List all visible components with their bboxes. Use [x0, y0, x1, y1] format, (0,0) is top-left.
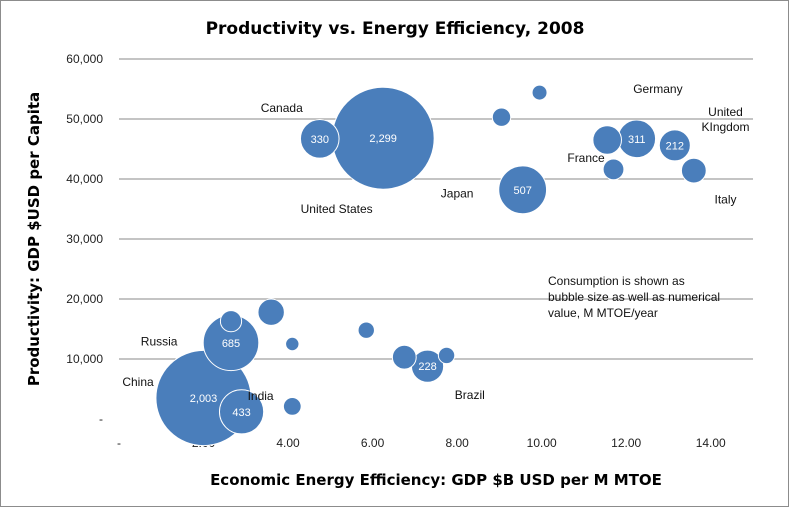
y-tick-label: 20,000 [66, 292, 103, 306]
y-tick-label: 10,000 [66, 352, 103, 366]
bubble [531, 84, 548, 101]
x-axis-title: Economic Energy Efficiency: GDP $B USD p… [210, 471, 662, 489]
country-label: Japan [441, 186, 474, 200]
bubble-value-label: 330 [311, 134, 329, 146]
bubble-value-label: 212 [666, 140, 684, 152]
x-tick-label: 10.00 [527, 436, 557, 450]
bubble [357, 321, 375, 339]
bubble [498, 165, 548, 215]
bubble [437, 346, 456, 365]
bubble [218, 389, 265, 435]
country-label: India [248, 389, 274, 403]
bubble [680, 157, 707, 184]
x-tick-label: 12.00 [611, 436, 641, 450]
bubble [219, 310, 243, 333]
y-tick-label: 40,000 [66, 172, 103, 186]
y-tick-labels: - 10,000 20,000 30,000 40,000 50,000 60,000 [66, 52, 103, 426]
x-tick-label: 4.00 [276, 436, 300, 450]
x-tick-label: 8.00 [445, 436, 469, 450]
bubble-value-label: 228 [418, 361, 436, 373]
y-axis-title: Productivity: GDP $USD per Capita [25, 92, 43, 386]
x-tick-label: 14.00 [696, 436, 726, 450]
bubble [602, 158, 625, 181]
country-label: France [567, 151, 605, 165]
country-label: Brazil [455, 388, 485, 402]
bubble [658, 129, 691, 162]
bubbles: 2,299 2,003 685 507 433 330 311 228 212 [155, 84, 707, 447]
country-label: China [122, 375, 154, 389]
country-label: United States [301, 202, 373, 216]
bubble [282, 397, 302, 416]
bubble [299, 119, 340, 159]
bubble-value-label: 507 [513, 185, 531, 197]
chart-title: Productivity vs. Energy Efficiency, 2008 [206, 19, 585, 39]
country-label: Russia [141, 335, 178, 349]
country-label: Canada [261, 101, 303, 115]
bubble [285, 336, 300, 352]
x-tick-label: - [117, 436, 121, 450]
bubble [491, 107, 512, 127]
bubble-value-label: 685 [222, 338, 240, 350]
x-tick-label: 6.00 [361, 436, 385, 450]
country-label: KIngdom [702, 120, 750, 134]
bubble-value-label: 433 [232, 407, 250, 419]
y-tick-label: 30,000 [66, 232, 103, 246]
country-label: United [708, 105, 743, 119]
bubble-value-label: 311 [628, 134, 646, 146]
y-tick-label: - [99, 412, 103, 426]
gridlines [119, 58, 753, 360]
country-label: Germany [633, 82, 682, 96]
bubble-value-label: 2,299 [369, 133, 397, 145]
bubble [592, 125, 622, 155]
bubble [257, 298, 285, 326]
annotation-line: Consumption is shown as [548, 274, 685, 288]
y-tick-label: 60,000 [66, 52, 103, 66]
country-label: Italy [715, 192, 737, 206]
annotation-note: Consumption is shown as bubble size as we… [548, 274, 720, 320]
bubble-value-label: 2,003 [190, 393, 218, 405]
annotation-line: bubble size as well as numerical [548, 290, 720, 304]
annotation-line: value, M MTOE/year [548, 306, 658, 320]
y-tick-label: 50,000 [66, 112, 103, 126]
bubble [391, 344, 417, 370]
